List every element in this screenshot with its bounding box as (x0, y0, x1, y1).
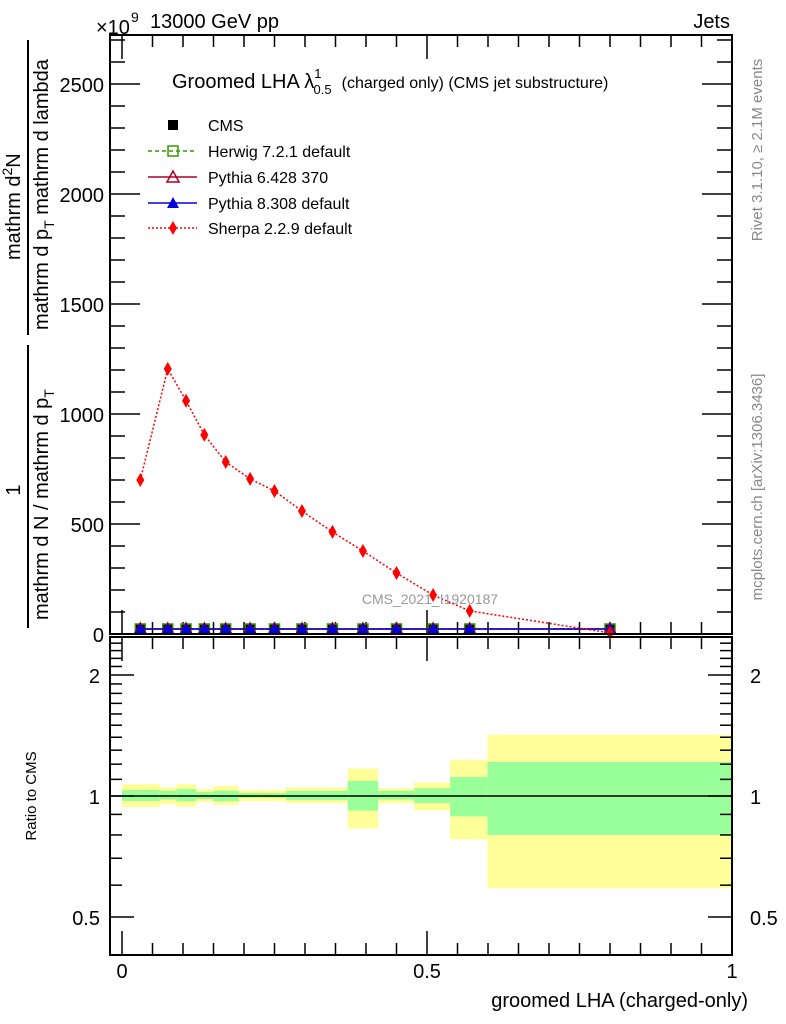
y-exponent-base: ×10 (96, 17, 130, 39)
x-axis-title: groomed LHA (charged-only) (491, 990, 748, 1012)
main-plot-frame (109, 34, 733, 635)
legend-label: CMS (208, 118, 244, 135)
y-tick-label: 0 (93, 625, 104, 647)
stat-uncertainty-band (487, 762, 732, 835)
stat-uncertainty-band (378, 790, 415, 800)
pythia8-marker (390, 623, 403, 634)
y-tick-label: 1000 (60, 405, 105, 427)
ratio-y-tick-label: 2 (89, 666, 100, 688)
legend: CMS Herwig 7.2.1 default Pythia 6.428 370 P… (148, 118, 353, 238)
pythia8-marker (326, 623, 339, 634)
sherpa-marker (221, 454, 230, 469)
sherpa-marker (392, 566, 401, 581)
ratio-y-tick-label-right: 0.5 (750, 908, 778, 930)
sherpa-marker (200, 427, 209, 442)
ratio-y-tick-label: 0.5 (72, 908, 100, 930)
x-tick-label: 1 (726, 961, 737, 983)
y-title-right-denominator: mathrm d pT mathrm d lambda (31, 58, 57, 330)
mcplots-label: mcplots.cern.ch [arXiv:1306.3436] (749, 374, 766, 601)
sherpa-marker (182, 393, 191, 408)
sherpa-marker (328, 524, 337, 539)
sherpa-marker (136, 473, 145, 487)
pythia8-marker (134, 623, 147, 634)
x-tick-label: 0.5 (413, 961, 441, 983)
legend-label: Pythia 6.428 370 (208, 170, 328, 187)
series-line (139, 366, 611, 634)
y-tick-label: 2500 (60, 75, 105, 97)
ratio-y-tick-label-right: 2 (750, 666, 761, 688)
sherpa-marker (429, 588, 438, 603)
y-title-left-denominator: mathrm d N / mathrm d pT (31, 389, 57, 620)
pythia8-marker (219, 623, 232, 634)
legend-label: Sherpa 2.2.9 default (208, 221, 353, 238)
y-title-right-numerator: mathrm d2N (0, 153, 25, 260)
y-tick-label: 1500 (60, 295, 105, 317)
sherpa-marker (465, 603, 474, 618)
rivet-label: Rivet 3.1.10, ≥ 2.1M events (749, 59, 766, 242)
stat-uncertainty-band (176, 789, 197, 802)
pythia8-marker (180, 623, 193, 634)
series-sherpa-2-2-9-default (136, 361, 614, 640)
pythia8-marker (268, 623, 281, 634)
x-tick-label: 0 (116, 961, 127, 983)
ratio-y-tick-label-right: 1 (750, 787, 761, 809)
y-exponent: 9 (131, 9, 139, 25)
sherpa-marker (358, 544, 367, 559)
plot-title: Groomed LHA λ1 0.5 (charged only) (CMS jet… (172, 66, 608, 97)
herwig-marker (167, 145, 179, 157)
series-pythia-8-308-default (134, 623, 616, 634)
sherpa-marker (246, 471, 255, 486)
sherpa-marker (169, 221, 177, 235)
pythia6-marker (165, 169, 181, 183)
cms-marker (168, 120, 178, 130)
pythia8-marker (295, 623, 308, 634)
pythia8-marker (463, 623, 476, 634)
y-title-left-numerator: 1 (3, 484, 25, 495)
pythia8-marker (167, 197, 179, 208)
process-label: Jets (693, 11, 730, 33)
sherpa-marker (270, 484, 279, 498)
ratio-y-title: Ratio to CMS (23, 751, 40, 840)
analysis-watermark: CMS_2021_I1920187 (362, 591, 498, 607)
energy-label: 13000 GeV pp (150, 11, 279, 33)
y-axis-title: 1 mathrm d N / mathrm d pT mathrm d2N ma… (0, 40, 57, 628)
pythia8-marker (356, 623, 369, 634)
y-tick-label: 500 (71, 515, 104, 537)
stat-uncertainty-band (159, 790, 177, 800)
sherpa-marker (163, 361, 172, 376)
sherpa-marker (297, 504, 306, 519)
ratio-y-tick-label: 1 (89, 787, 100, 809)
legend-label: Herwig 7.2.1 default (208, 144, 351, 161)
y-tick-label: 2000 (60, 185, 105, 207)
legend-label: Pythia 8.308 default (208, 196, 350, 213)
pythia8-marker (198, 623, 211, 634)
pythia8-marker (161, 623, 174, 634)
pythia8-marker (427, 623, 440, 634)
pythia8-marker (244, 623, 257, 634)
